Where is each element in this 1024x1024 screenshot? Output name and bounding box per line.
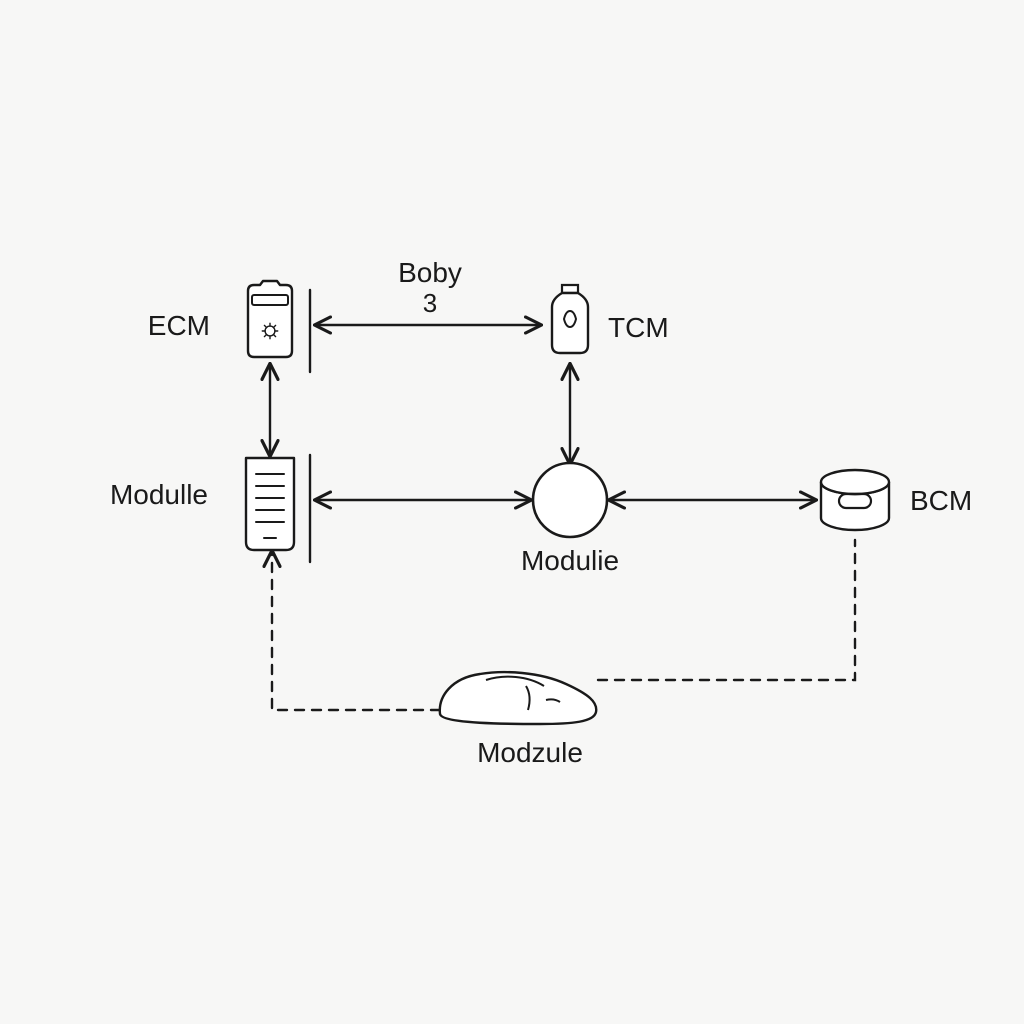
- edge-label-boby-line2: 3: [423, 288, 437, 318]
- label-tcm: TCM: [608, 312, 669, 343]
- label-modulle: Modulle: [110, 479, 208, 510]
- module-network-diagram: ECM TCM Modulle Modulie BCM: [0, 0, 1024, 1024]
- edge-label-boby-line1: Boby: [398, 257, 462, 288]
- label-bcm: BCM: [910, 485, 972, 516]
- label-modulie: Modulie: [521, 545, 619, 576]
- label-modzule: Modzule: [477, 737, 583, 768]
- label-ecm: ECM: [148, 310, 210, 341]
